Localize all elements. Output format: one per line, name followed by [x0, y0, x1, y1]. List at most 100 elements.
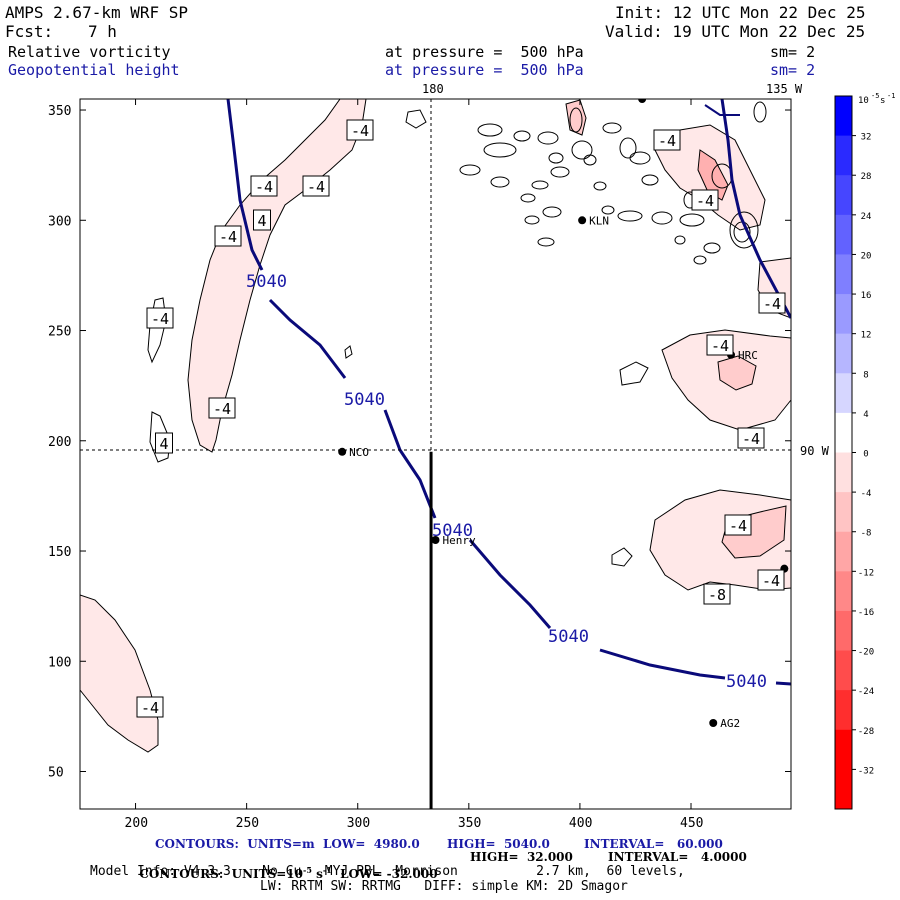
- lon-label-135w: 135 W: [766, 82, 803, 96]
- colorbar-swatch: [835, 610, 852, 652]
- vorticity-label-box: [758, 292, 786, 314]
- vorticity-label: 4: [159, 435, 168, 453]
- fcst-value: 7 h: [88, 22, 117, 41]
- colorbar-unit-s: s: [880, 96, 885, 106]
- colorbar-swatch: [835, 412, 852, 453]
- vorticity-label-box: [724, 514, 752, 536]
- height-label-5: 5040: [726, 672, 767, 692]
- y-tick-label: 350: [48, 104, 71, 119]
- vorticity-label-box: [136, 696, 164, 718]
- colorbar-tick-label: -12: [858, 568, 874, 578]
- height-contour-5040-seg6: [775, 681, 791, 686]
- field1-sm: sm= 2: [770, 43, 816, 61]
- vorticity-label-box: [757, 569, 785, 591]
- colorbar-tick-label: -20: [858, 648, 874, 658]
- vorticity-label: -4: [141, 699, 159, 717]
- lon-label-90w: 90 W: [800, 444, 830, 458]
- valid-time: Valid: 19 UTC Mon 22 Dec 25: [605, 22, 866, 41]
- vorticity-label: -8: [708, 586, 726, 604]
- init-time: Init: 12 UTC Mon 22 Dec 25: [615, 3, 866, 22]
- station-dot: [578, 216, 587, 225]
- colorbar-tick-label: 16: [861, 291, 872, 301]
- fcst-label: Fcst:: [5, 22, 54, 41]
- height-contour-5040-seg3: [383, 409, 437, 519]
- station-label: KLN: [589, 214, 609, 227]
- vorticity-label-box: [302, 175, 330, 197]
- footer-model-info: Model Info: V4.3.3 No Cu MYJ PBL Morriso…: [90, 864, 685, 879]
- colorbar-swatch: [835, 531, 852, 572]
- vorticity-label-box: [253, 209, 271, 231]
- y-tick-label: 50: [48, 766, 64, 781]
- height-label-2: 5040: [344, 390, 385, 410]
- vorticity-label: -4: [213, 400, 231, 418]
- colorbar-swatch: [835, 135, 852, 176]
- y-tick-label: 200: [48, 435, 71, 450]
- vorticity-region-hrc-inner: [717, 355, 757, 391]
- colorbar-tick-label: -16: [858, 608, 874, 618]
- y-tick-label: 150: [48, 545, 71, 560]
- colorbar-swatch: [835, 214, 852, 255]
- vorticity-label: -4: [763, 295, 781, 313]
- colorbar-swatch: [835, 492, 852, 533]
- field2-pressure: at pressure = 500 hPa: [385, 61, 584, 79]
- height-contour-5040: [226, 99, 264, 271]
- vorticity-label: -4: [351, 122, 369, 140]
- vorticity-label: -4: [696, 192, 714, 210]
- station-label: AG2: [720, 717, 740, 730]
- vorticity-label: -4: [711, 337, 729, 355]
- colorbar-unit-base: 10: [858, 96, 869, 106]
- x-axis: 200 250 300 350 400 450: [125, 99, 704, 831]
- footer-vort-units-text: CONTOURS: UNITS=10: [139, 867, 303, 881]
- colorbar-tick-label: -4: [861, 489, 872, 499]
- colorbar-tick-label: 24: [861, 212, 872, 222]
- height-contour-5040-ne: [720, 99, 791, 319]
- height-contour-5040-seg2: [268, 298, 347, 379]
- colorbar-tick-label: 12: [861, 331, 872, 341]
- plot-background: [80, 99, 791, 809]
- plot-frame: [79, 98, 792, 810]
- field2-sm: sm= 2: [770, 61, 816, 79]
- vorticity-label: -4: [219, 228, 237, 246]
- footer-height-high: HIGH= 5040.0: [447, 837, 550, 851]
- colorbar-tick-label: 28: [861, 172, 872, 182]
- colorbar-swatch: [835, 373, 852, 414]
- footer-vort-s: s: [311, 867, 323, 881]
- vorticity-label: -4: [742, 430, 760, 448]
- colorbar-tick-label: -8: [861, 529, 872, 539]
- vorticity-label-box: [653, 129, 681, 151]
- station-dot: [338, 447, 347, 456]
- vorticity-contour-small-2: [619, 361, 649, 386]
- colorbar-swatch-bottom: [835, 769, 852, 809]
- vorticity-label: -4: [255, 178, 273, 196]
- vorticity-label-box: [706, 334, 734, 356]
- footer-vort-low: LOW= -32.000: [331, 867, 438, 881]
- vorticity-contour-4a: [147, 297, 167, 364]
- x-tick-label: 300: [347, 816, 370, 831]
- station-label: Henry: [443, 534, 476, 547]
- vorticity-label: -4: [729, 517, 747, 535]
- colorbar-swatch: [835, 452, 852, 493]
- colorbar-tick-label: -32: [858, 766, 874, 776]
- colorbar: 32 28 24 20 16 12 8 4 0 -4 -8 -12 -16 -20 -24 -28 -32: [834, 95, 874, 810]
- vorticity-label: 4: [257, 212, 266, 230]
- footer-model-info2: LW: RRTM SW: RRTMG DIFF: simple KM: 2D S…: [260, 879, 628, 894]
- station-label: NCO: [349, 446, 369, 459]
- colorbar-swatch: [835, 650, 852, 691]
- station-label: HRC: [738, 349, 758, 362]
- vorticity-label-box: [214, 225, 242, 247]
- model-title: AMPS 2.67-km WRF SP: [5, 3, 189, 22]
- vorticity-label: -4: [762, 572, 780, 590]
- x-tick-label: 400: [569, 816, 592, 831]
- x-tick-label: 250: [236, 816, 259, 831]
- station-dot: [638, 99, 647, 103]
- footer-height-units: CONTOURS: UNITS=m LOW= 4980.0: [155, 837, 420, 851]
- footer-height-interval: INTERVAL= 60.000: [584, 837, 723, 851]
- colorbar-swatch: [835, 175, 852, 216]
- x-tick-label: 200: [125, 816, 148, 831]
- height-label-3: 5040: [432, 521, 473, 541]
- colorbar-tick-label: -28: [858, 727, 874, 737]
- footer-vort-interval: INTERVAL= 4.0000: [608, 850, 747, 864]
- colorbar-swatch: [835, 96, 852, 137]
- vorticity-label: -4: [151, 310, 169, 328]
